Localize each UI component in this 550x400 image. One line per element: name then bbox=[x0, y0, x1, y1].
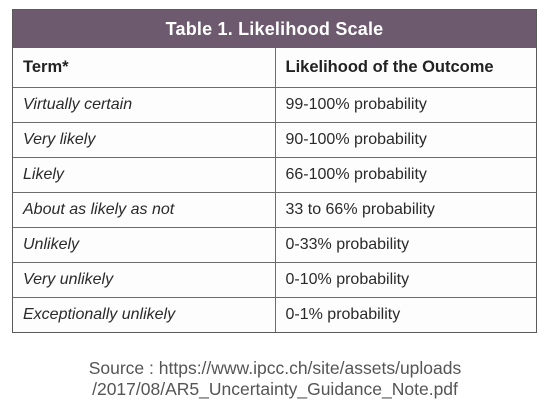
term-cell: Virtually certain bbox=[13, 86, 276, 123]
likelihood-cell: 0-10% probability bbox=[274, 261, 536, 298]
table-row: Unlikely 0-33% probability bbox=[13, 226, 536, 263]
likelihood-cell: 33 to 66% probability bbox=[274, 191, 536, 228]
column-header-term: Term* bbox=[13, 48, 276, 88]
likelihood-cell: 90-100% probability bbox=[274, 121, 536, 158]
table-row: Very likely 90-100% probability bbox=[13, 121, 536, 158]
source-line-1: Source : https://www.ipcc.ch/site/assets… bbox=[88, 358, 462, 378]
term-cell: Very unlikely bbox=[13, 261, 276, 298]
likelihood-cell: 99-100% probability bbox=[274, 86, 536, 123]
source-line-2: /2017/08/AR5_Uncertainty_Guidance_Note.p… bbox=[92, 379, 458, 399]
term-cell: Very likely bbox=[13, 121, 276, 158]
likelihood-cell: 0-1% probability bbox=[274, 296, 536, 332]
likelihood-table: Table 1. Likelihood Scale Term* Likeliho… bbox=[12, 9, 537, 333]
table-row: Exceptionally unlikely 0-1% probability bbox=[13, 296, 536, 332]
table-row: About as likely as not 33 to 66% probabi… bbox=[13, 191, 536, 228]
term-cell: Likely bbox=[13, 156, 276, 193]
column-header-likelihood: Likelihood of the Outcome bbox=[274, 48, 536, 88]
table-title: Table 1. Likelihood Scale bbox=[13, 10, 536, 48]
term-cell: Exceptionally unlikely bbox=[13, 296, 276, 332]
likelihood-cell: 66-100% probability bbox=[274, 156, 536, 193]
likelihood-cell: 0-33% probability bbox=[274, 226, 536, 263]
table-row: Very unlikely 0-10% probability bbox=[13, 261, 536, 298]
table-header-row: Term* Likelihood of the Outcome bbox=[13, 48, 536, 88]
likelihood-scale-table: Term* Likelihood of the Outcome Virtuall… bbox=[13, 48, 536, 332]
table-row: Virtually certain 99-100% probability bbox=[13, 86, 536, 123]
term-cell: About as likely as not bbox=[13, 191, 276, 228]
term-cell: Unlikely bbox=[13, 226, 276, 263]
source-caption: Source : https://www.ipcc.ch/site/assets… bbox=[0, 358, 550, 400]
table-row: Likely 66-100% probability bbox=[13, 156, 536, 193]
